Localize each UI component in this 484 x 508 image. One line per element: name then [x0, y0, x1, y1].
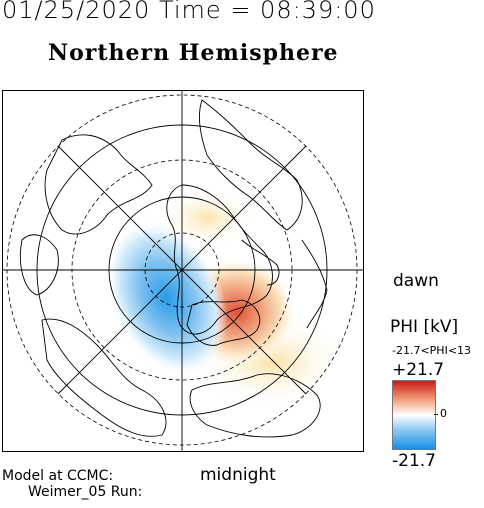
hemisphere-title: Northern Hemisphere [48, 40, 339, 66]
lat-lon-grid [2, 90, 364, 452]
colorbar-max-label: +21.7 [392, 360, 445, 380]
colorbar-title: PHI [kV] [390, 317, 459, 337]
colorbar-zero-label: 0 [440, 407, 447, 420]
dawn-label: dawn [393, 271, 439, 291]
time-header: 01/25/2020 Time = 08:39:00 [2, 0, 376, 24]
polar-map [2, 90, 364, 452]
colorbar-range-text: -21.7<PHI<13 [392, 344, 472, 357]
colorbar-zero-tick [434, 414, 438, 415]
colorbar [392, 380, 436, 450]
colorbar-min-label: -21.7 [392, 451, 436, 471]
midnight-label: midnight [200, 465, 276, 485]
run-label: Weimer_05 Run: [28, 484, 143, 500]
model-label: Model at CCMC: [2, 468, 114, 484]
